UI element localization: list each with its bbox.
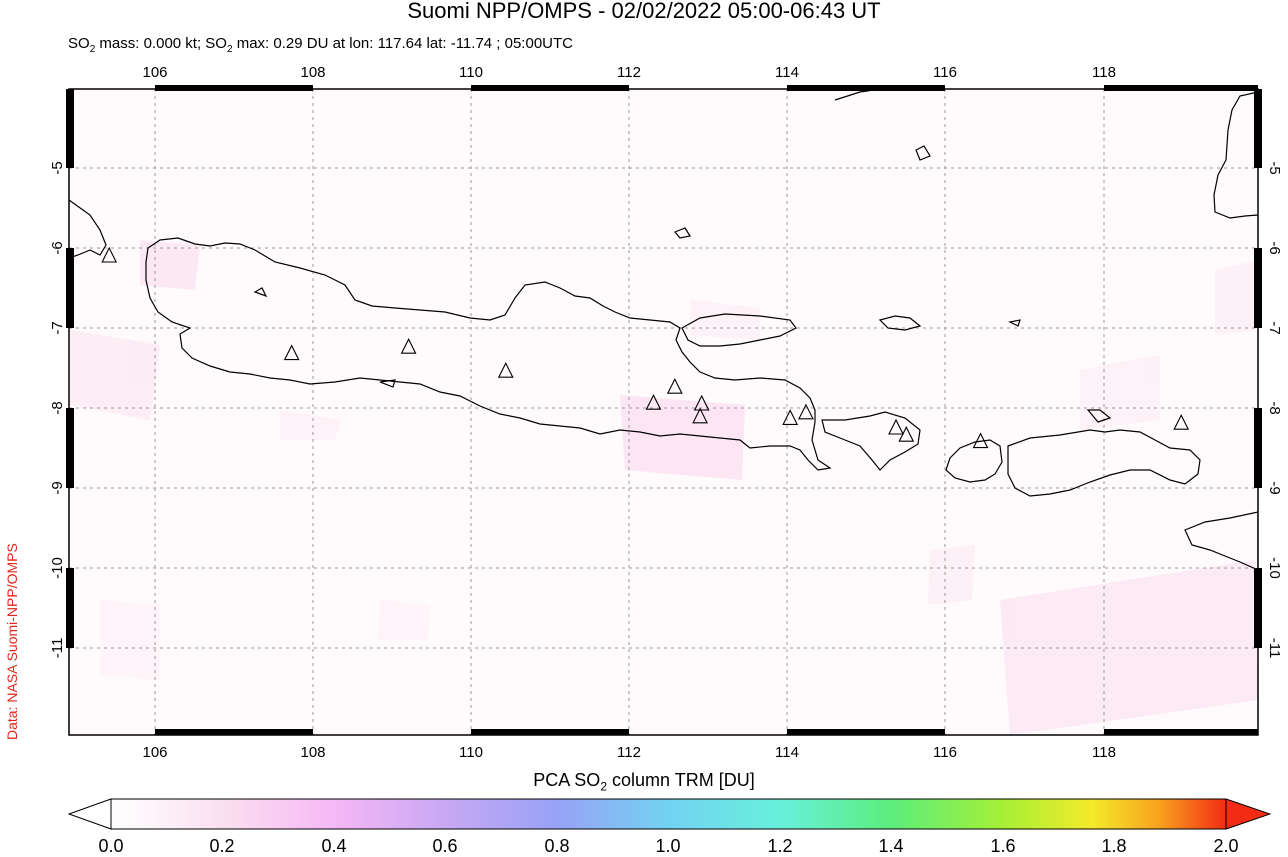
lon-bottom-114: 114 <box>775 744 799 761</box>
cb-tick-4: 0.8 <box>544 836 570 856</box>
lat-right--10: -10 <box>1266 557 1283 579</box>
lon-top-110: 110 <box>459 64 483 81</box>
lat-left--6: -6 <box>49 241 66 254</box>
coastlines <box>69 89 1258 571</box>
volcano-marker <box>400 337 417 354</box>
lat-right--9: -9 <box>1266 481 1283 494</box>
cb-tick-1: 0.2 <box>209 836 235 856</box>
volcano-marker <box>645 393 662 410</box>
colorbar-high-arrow <box>1225 798 1272 830</box>
lon-top-116: 116 <box>933 64 957 81</box>
lon-bottom-118: 118 <box>1092 744 1116 761</box>
cb-tick-9: 1.8 <box>1101 836 1127 856</box>
volcano-marker <box>692 407 708 424</box>
lon-bottom-112: 112 <box>617 744 641 761</box>
volcano-markers <box>101 246 1190 449</box>
colorbar-low-arrow <box>67 798 112 830</box>
axis-labels: 106 108 110 112 114 116 118 106 108 110 … <box>49 64 1283 761</box>
volcano-marker <box>666 377 683 394</box>
cb-tick-0: 0.0 <box>98 836 124 856</box>
cb-tick-3: 0.6 <box>432 836 458 856</box>
volcano-marker <box>283 344 300 361</box>
volcano-marker <box>497 361 514 378</box>
cb-tick-7: 1.4 <box>878 836 904 856</box>
volcano-marker <box>693 394 710 411</box>
lat-left--7: -7 <box>49 321 66 334</box>
lat-right--5: -5 <box>1266 161 1283 174</box>
colorbar-gradient <box>110 798 1227 830</box>
cb-tick-8: 1.6 <box>990 836 1016 856</box>
graticule <box>69 89 1258 735</box>
lat-left--9: -9 <box>49 481 66 494</box>
lat-left--8: -8 <box>49 401 66 414</box>
cb-tick-2: 0.4 <box>321 836 347 856</box>
lat-left--10: -10 <box>49 557 66 579</box>
lon-top-112: 112 <box>617 64 641 81</box>
lat-right--7: -7 <box>1266 321 1283 334</box>
cb-tick-5: 1.0 <box>655 836 681 856</box>
lon-top-114: 114 <box>775 64 799 81</box>
lat-left--5: -5 <box>49 161 66 174</box>
volcano-marker <box>782 409 799 425</box>
lon-top-118: 118 <box>1092 64 1116 81</box>
colorbar <box>67 798 1272 830</box>
volcano-marker <box>972 432 989 449</box>
lat-right--8: -8 <box>1266 401 1283 414</box>
cb-tick-10: 2.0 <box>1213 836 1239 856</box>
lon-bottom-110: 110 <box>459 744 483 761</box>
lon-top-106: 106 <box>142 64 167 81</box>
colorbar-label: PCA SO2 column TRM [DU] <box>533 770 755 794</box>
volcano-marker <box>1173 413 1190 430</box>
volcano-marker <box>101 246 118 263</box>
lon-top-108: 108 <box>300 64 325 81</box>
lat-left--11: -11 <box>49 638 66 659</box>
volcano-marker <box>798 403 814 420</box>
lat-right--6: -6 <box>1266 241 1283 254</box>
lon-bottom-106: 106 <box>142 744 167 761</box>
lon-bottom-108: 108 <box>300 744 325 761</box>
chart-title: Suomi NPP/OMPS - 02/02/2022 05:00-06:43 … <box>407 0 881 23</box>
frame-tick-bars <box>66 85 1262 735</box>
cb-tick-6: 1.2 <box>767 836 793 856</box>
volcano-marker <box>888 418 904 435</box>
so2-summary: SO2 mass: 0.000 kt; SO2 max: 0.29 DU at … <box>68 35 573 55</box>
volcano-marker <box>898 425 915 442</box>
lon-bottom-116: 116 <box>933 744 957 761</box>
lat-right--11: -11 <box>1266 638 1283 659</box>
